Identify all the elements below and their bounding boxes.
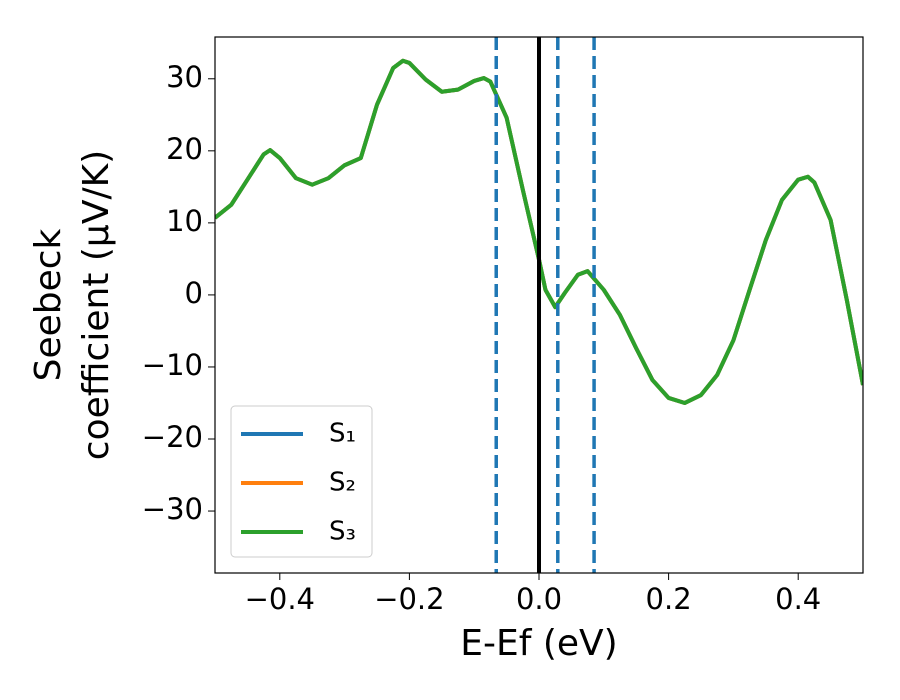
y-tick-label: −30 — [142, 492, 203, 526]
y-tick-label: 0 — [185, 276, 203, 310]
legend-label: S₃ — [329, 517, 356, 547]
y-tick-label: 20 — [166, 132, 203, 166]
y-tick-label: −10 — [142, 348, 203, 382]
y-tick-label: 30 — [166, 60, 203, 94]
y-axis-label-line: Seebeck — [28, 228, 69, 381]
legend-label: S₁ — [329, 419, 356, 449]
x-tick-label: 0.2 — [646, 582, 692, 616]
y-axis-label: Seebeck coefficient (μV/K) — [28, 150, 117, 460]
x-tick-label: −0.2 — [374, 582, 444, 616]
x-tick-label: −0.4 — [245, 582, 315, 616]
x-tick-label: 0.0 — [516, 582, 562, 616]
y-tick-label: −20 — [142, 420, 203, 454]
x-tick-label: 0.4 — [775, 582, 821, 616]
legend: S₁ S₂ S₃ — [230, 405, 373, 558]
y-tick-label: 10 — [166, 204, 203, 238]
plot-frame — [214, 36, 864, 574]
y-axis-label-line: coefficient (μV/K) — [76, 150, 117, 460]
legend-label: S₂ — [329, 468, 356, 498]
x-axis-label: E-Ef (eV) — [460, 623, 617, 664]
